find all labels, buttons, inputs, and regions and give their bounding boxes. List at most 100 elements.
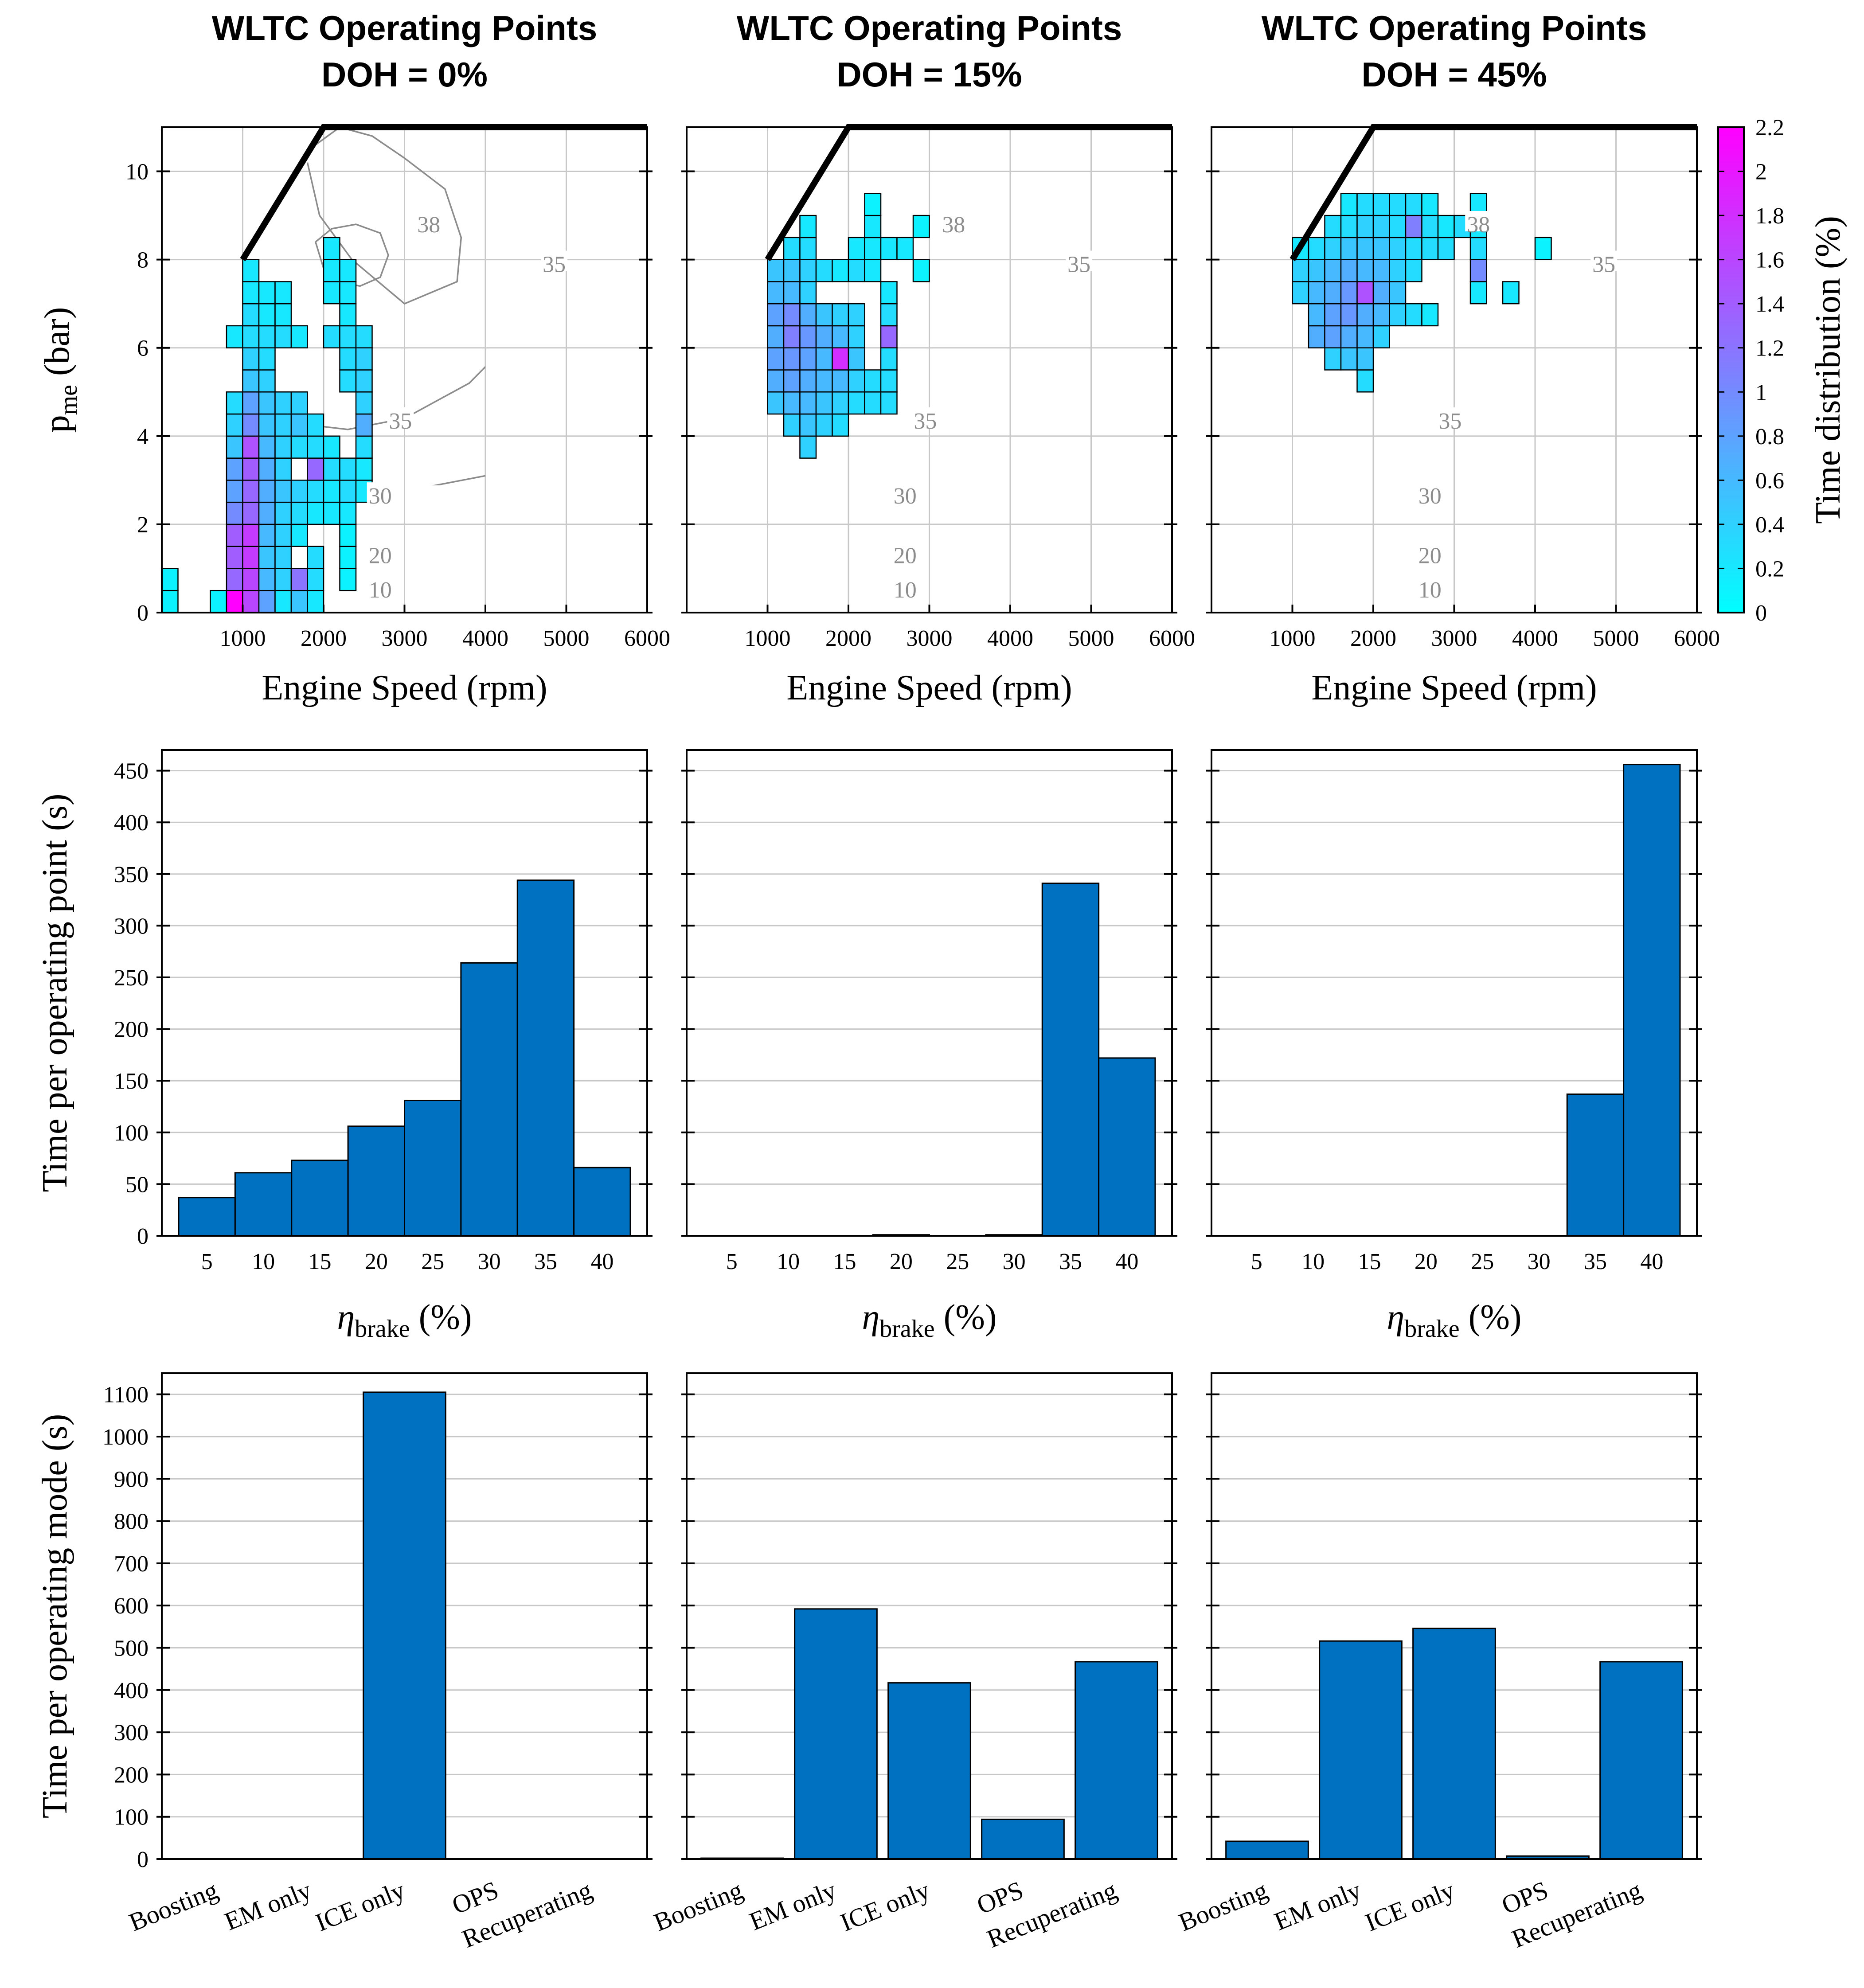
heatmap-cell [767, 369, 785, 393]
heatmap-cell [832, 325, 849, 348]
heatmap-cell [1372, 215, 1390, 238]
category-label: ICE only [311, 1875, 409, 1937]
y-tick-label: 800 [114, 1509, 148, 1535]
heatmap-cell [1356, 281, 1374, 305]
x-tick-label: 30 [1003, 1249, 1026, 1274]
heatmap-cell [1356, 237, 1374, 260]
heatmap-cell [815, 413, 833, 437]
heatmap-cell [864, 259, 882, 282]
full-load-line [765, 124, 1172, 262]
contour-label: 10 [894, 578, 917, 603]
y-tick-label: 4 [137, 424, 148, 449]
x-tick-label: 10 [1301, 1249, 1325, 1274]
heatmap-cell [832, 391, 849, 415]
heatmap-cell [783, 347, 801, 371]
heatmap-cell [226, 501, 243, 525]
bar [1041, 883, 1100, 1237]
x-tick-label: 1000 [1270, 626, 1316, 651]
x-tick-label: 35 [1059, 1249, 1082, 1274]
heatmap-cell [799, 369, 817, 393]
heatmap-cell [864, 369, 882, 393]
x-tick-label: 1000 [220, 626, 266, 651]
heatmap-cell [323, 480, 340, 503]
heatmap-cell [1389, 237, 1407, 260]
bar [1623, 764, 1681, 1237]
category-label: ICE only [836, 1875, 934, 1937]
heatmap-cell [1405, 215, 1422, 238]
heatmap-cell [1356, 215, 1374, 238]
heatmap-cell [339, 568, 357, 591]
heatmap-cell [226, 523, 243, 547]
bar [363, 1391, 446, 1860]
heatmap-cell [848, 325, 865, 348]
heatmap-cell [258, 347, 276, 371]
heatmap-cell [1372, 259, 1390, 282]
y-tick-label: 1100 [103, 1383, 148, 1408]
x-tick-label: 5 [1251, 1249, 1262, 1274]
heatmap-cell [161, 568, 179, 591]
bar [460, 962, 518, 1237]
y-tick-label: 400 [114, 1678, 148, 1703]
heatmap-cell [1356, 303, 1374, 327]
y-tick-label: 700 [114, 1551, 148, 1577]
category-label: Boosting [1175, 1875, 1272, 1937]
contour-line [1293, 427, 1697, 500]
category-label: Boosting [650, 1875, 747, 1937]
heatmap-cell [242, 325, 260, 348]
heatmap-cell [1340, 303, 1358, 327]
heatmap-cell [274, 413, 292, 437]
heatmap-cell [832, 347, 849, 371]
heatmap-cell [258, 391, 276, 415]
contour-line [306, 126, 462, 305]
x-tick-label: 5 [201, 1249, 213, 1274]
heatmap-cell [242, 480, 260, 503]
heatmap-cell [1356, 369, 1374, 393]
bar [1225, 1840, 1309, 1860]
heatmap-cell [242, 391, 260, 415]
heatmap-cell [1469, 281, 1487, 305]
heatmap-cell [323, 237, 340, 260]
heatmap-cell [290, 391, 308, 415]
heatmap-cell [783, 303, 801, 327]
y-tick-label: 100 [114, 1805, 148, 1830]
panel-title: WLTC Operating Points [1262, 8, 1647, 47]
heatmap-cell [799, 259, 817, 282]
heatmap-cell [226, 546, 243, 569]
bar [178, 1197, 236, 1237]
heatmap-cell [242, 347, 260, 371]
heatmap-cell [783, 237, 801, 260]
heatmap-cell [355, 413, 373, 437]
heatmap-cell [274, 457, 292, 481]
heatmap-cell [848, 391, 865, 415]
bar [1566, 1094, 1625, 1237]
heatmap-cell [1421, 215, 1439, 238]
heatmap-cell [880, 303, 898, 327]
colorbar-tick-label: 1.4 [1755, 292, 1784, 317]
heatmap-cell [767, 281, 785, 305]
y-tick-label: 100 [114, 1121, 148, 1146]
heatmap-cell [799, 413, 817, 437]
category-label: Boosting [125, 1875, 222, 1937]
heatmap-cell [339, 523, 357, 547]
heatmap-cell [1437, 237, 1455, 260]
heatmap-cell [1308, 281, 1325, 305]
heatmap-cell [799, 303, 817, 327]
heatmap-cell [355, 347, 373, 371]
contour-line [1293, 582, 1697, 593]
y-tick-label: 300 [114, 1720, 148, 1746]
heatmap-cell [1389, 281, 1407, 305]
plot-frame [161, 1372, 648, 1860]
heatmap-cell [274, 281, 292, 305]
y-tick-label: 50 [125, 1172, 148, 1197]
heatmap-cell [864, 193, 882, 216]
y-tick-label: 900 [114, 1467, 148, 1492]
heatmap-cell [783, 413, 801, 437]
heatmap-cell [1372, 281, 1390, 305]
contour-label-bg [940, 211, 967, 231]
contour-label-bg [912, 407, 939, 428]
contour-label-bg [891, 542, 918, 562]
heatmap-cell [880, 369, 898, 393]
contour-label: 35 [914, 409, 937, 434]
x-axis-label: ηbrake (%) [337, 1298, 472, 1343]
